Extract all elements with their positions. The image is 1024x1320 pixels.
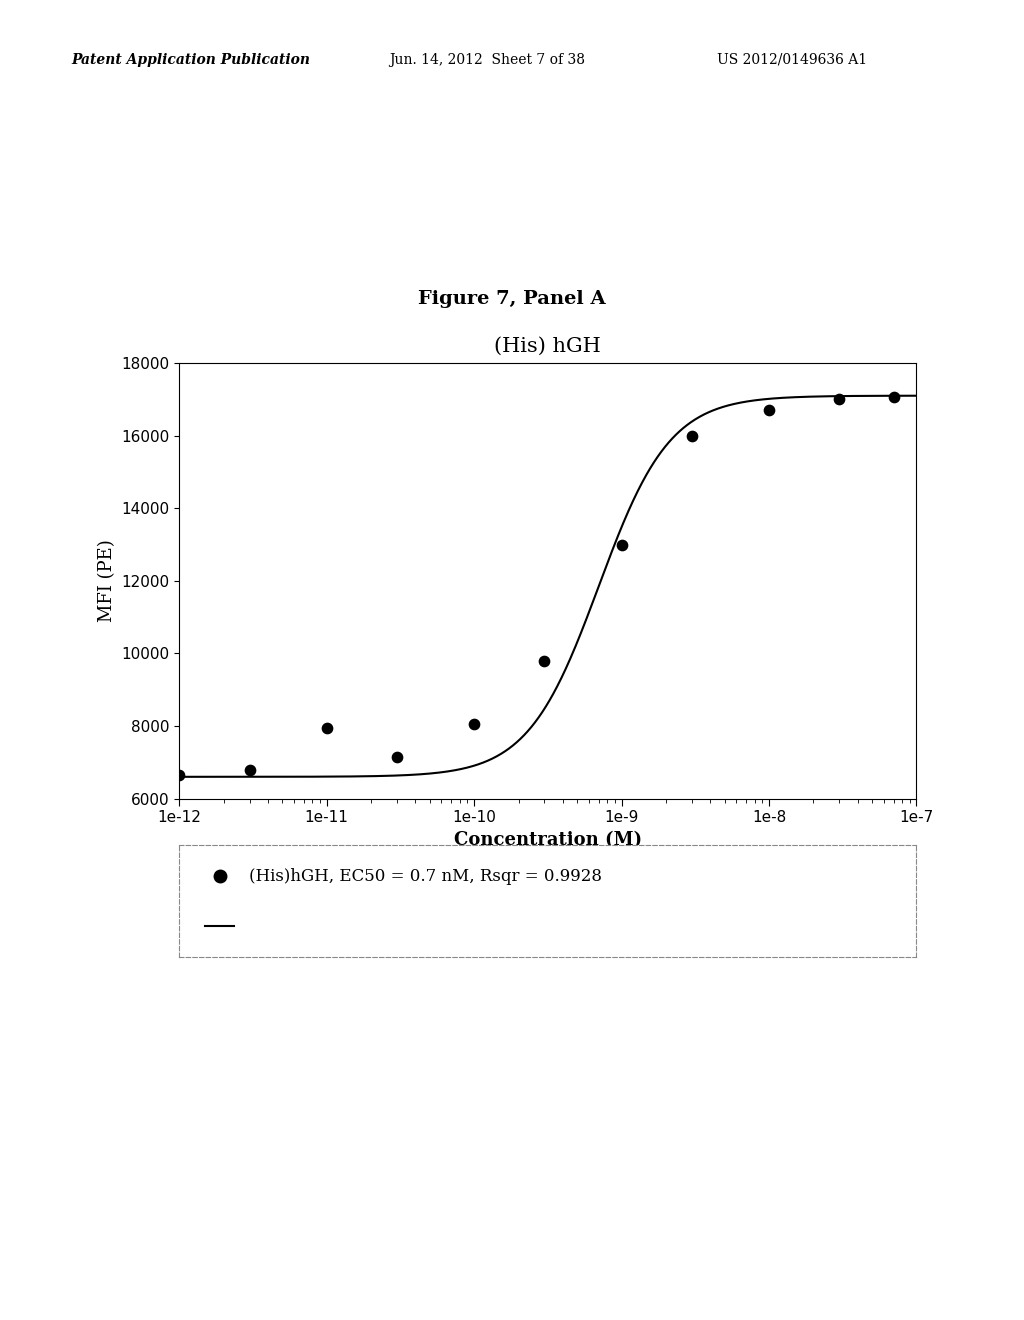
Title: (His) hGH: (His) hGH — [495, 337, 601, 356]
Point — [171, 764, 187, 785]
Point — [684, 425, 700, 446]
Point — [318, 717, 335, 738]
X-axis label: Concentration (M): Concentration (M) — [454, 832, 642, 849]
Point — [886, 387, 902, 408]
Text: US 2012/0149636 A1: US 2012/0149636 A1 — [717, 53, 867, 67]
Text: Patent Application Publication: Patent Application Publication — [72, 53, 310, 67]
Point — [613, 533, 630, 554]
Point — [537, 651, 553, 671]
Text: Figure 7, Panel A: Figure 7, Panel A — [418, 290, 606, 309]
Point — [466, 714, 482, 735]
Point — [389, 746, 406, 767]
Point — [831, 388, 848, 409]
Text: (His)hGH, EC50 = 0.7 nM, Rsqr = 0.9928: (His)hGH, EC50 = 0.7 nM, Rsqr = 0.9928 — [249, 867, 602, 884]
Point — [761, 400, 777, 421]
Y-axis label: MFI (PE): MFI (PE) — [97, 540, 116, 622]
Text: Jun. 14, 2012  Sheet 7 of 38: Jun. 14, 2012 Sheet 7 of 38 — [389, 53, 585, 67]
Point — [242, 759, 258, 780]
